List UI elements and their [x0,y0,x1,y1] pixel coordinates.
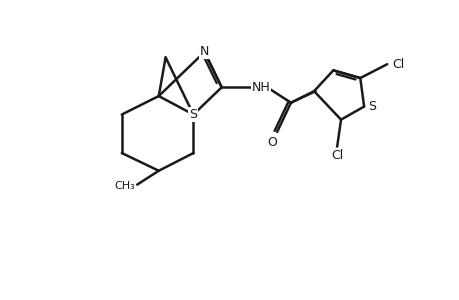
Text: O: O [267,136,277,149]
Text: S: S [367,100,375,113]
Text: NH: NH [251,81,270,94]
Text: N: N [199,46,209,59]
Text: Cl: Cl [330,149,342,162]
Text: CH₃: CH₃ [114,181,134,191]
Text: S: S [189,108,197,121]
Text: Cl: Cl [391,58,403,71]
